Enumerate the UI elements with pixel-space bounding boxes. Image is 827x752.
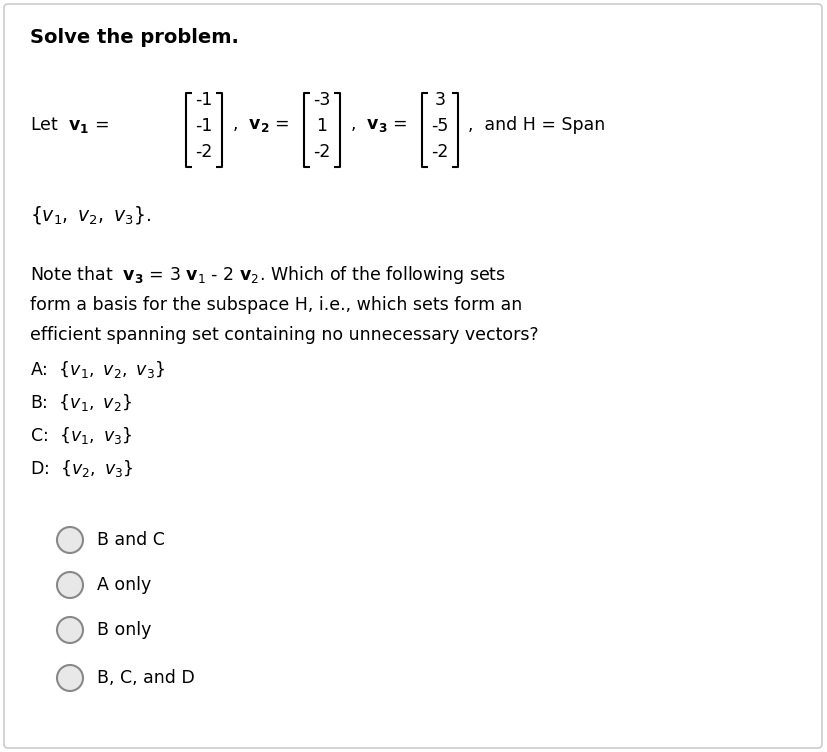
Text: 1: 1 xyxy=(316,117,327,135)
Circle shape xyxy=(57,617,83,643)
Text: -5: -5 xyxy=(431,117,448,135)
Text: C:  $\{v_1,\ v_3\}$: C: $\{v_1,\ v_3\}$ xyxy=(30,426,132,447)
Text: B:  $\{v_1,\ v_2\}$: B: $\{v_1,\ v_2\}$ xyxy=(30,393,132,414)
Text: B, C, and D: B, C, and D xyxy=(97,669,194,687)
Text: form a basis for the subspace H, i.e., which sets form an: form a basis for the subspace H, i.e., w… xyxy=(30,296,522,314)
Text: -3: -3 xyxy=(313,91,330,109)
Text: efficient spanning set containing no unnecessary vectors?: efficient spanning set containing no unn… xyxy=(30,326,538,344)
Text: D:  $\{v_2,\ v_3\}$: D: $\{v_2,\ v_3\}$ xyxy=(30,459,134,480)
Text: -2: -2 xyxy=(431,143,448,161)
Text: -1: -1 xyxy=(195,91,213,109)
Text: -2: -2 xyxy=(195,143,213,161)
Text: $\{v_1,\ v_2,\ v_3\}$.: $\{v_1,\ v_2,\ v_3\}$. xyxy=(30,204,151,226)
Circle shape xyxy=(57,572,83,598)
Text: Let  $\mathbf{v_1}$ =: Let $\mathbf{v_1}$ = xyxy=(30,115,109,135)
Circle shape xyxy=(57,527,83,553)
Text: A only: A only xyxy=(97,576,151,594)
Text: ,  $\mathbf{v_2}$ =: , $\mathbf{v_2}$ = xyxy=(232,116,289,134)
FancyBboxPatch shape xyxy=(4,4,821,748)
Text: ,  $\mathbf{v_3}$ =: , $\mathbf{v_3}$ = xyxy=(350,116,407,134)
Text: ,  and H = Span: , and H = Span xyxy=(467,116,605,134)
Text: Solve the problem.: Solve the problem. xyxy=(30,28,238,47)
Text: -1: -1 xyxy=(195,117,213,135)
Text: A:  $\{v_1,\ v_2,\ v_3\}$: A: $\{v_1,\ v_2,\ v_3\}$ xyxy=(30,359,165,381)
Text: -2: -2 xyxy=(313,143,330,161)
Circle shape xyxy=(57,665,83,691)
Text: 3: 3 xyxy=(434,91,445,109)
Text: B and C: B and C xyxy=(97,531,165,549)
Text: B only: B only xyxy=(97,621,151,639)
Text: Note that  $\mathbf{v_3}$ = 3 $\mathbf{v}$$_1$ - 2 $\mathbf{v}$$_2$. Which of th: Note that $\mathbf{v_3}$ = 3 $\mathbf{v}… xyxy=(30,264,505,286)
